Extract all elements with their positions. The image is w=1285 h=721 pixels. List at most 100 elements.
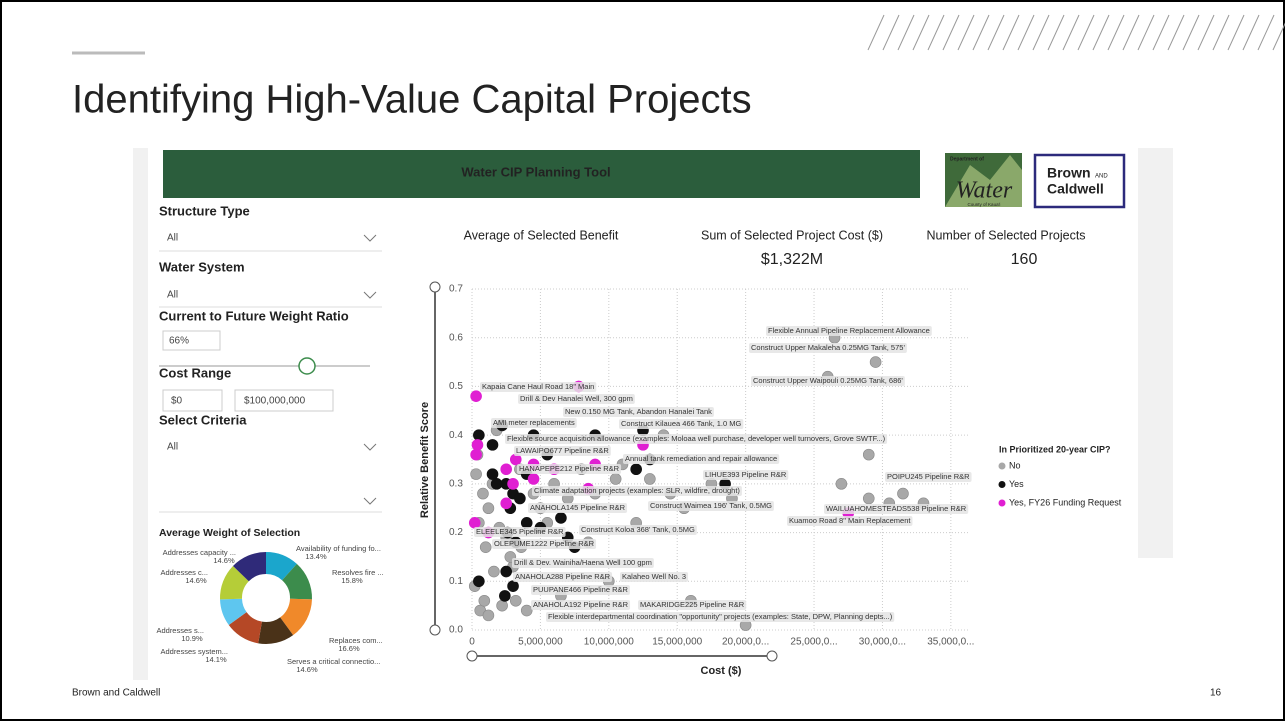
hatch-line bbox=[1092, 14, 1110, 51]
data-point bbox=[509, 594, 522, 607]
data-point bbox=[500, 497, 513, 510]
data-point bbox=[644, 473, 656, 485]
annotation-bg bbox=[766, 326, 932, 336]
y-tick-label: 0.4 bbox=[449, 430, 463, 441]
legend-label: Yes bbox=[1009, 479, 1024, 489]
annotation-bg bbox=[749, 343, 907, 353]
y-tick-label: 0.1 bbox=[449, 576, 463, 587]
hatch-line bbox=[912, 14, 930, 51]
donut-segment bbox=[228, 612, 262, 644]
chevron[interactable] bbox=[363, 291, 377, 299]
data-point bbox=[470, 468, 482, 480]
slider-handle[interactable] bbox=[466, 650, 478, 662]
logo-text: Caldwell bbox=[1047, 181, 1104, 197]
bc-logo bbox=[1033, 153, 1126, 209]
x-tick-label: 20,000,0... bbox=[722, 637, 769, 648]
dropdown-value[interactable]: All bbox=[167, 233, 178, 244]
segment-label: Availability of funding fo... bbox=[296, 544, 381, 553]
data-point bbox=[470, 390, 482, 402]
data-point bbox=[869, 356, 882, 368]
data-point bbox=[862, 448, 875, 461]
kpi-label: Average of Selected Benefit bbox=[464, 228, 619, 242]
hatch-line bbox=[867, 14, 885, 51]
input-value[interactable]: 66% bbox=[169, 336, 189, 347]
y-axis-label: Relative Benefit Score bbox=[419, 402, 431, 518]
data-point bbox=[486, 468, 499, 480]
slider-handle[interactable] bbox=[298, 357, 316, 375]
donut-segment bbox=[282, 563, 313, 600]
data-point bbox=[500, 565, 513, 578]
donut-segment bbox=[219, 565, 249, 600]
chevron[interactable] bbox=[363, 497, 377, 505]
annotation: Construct Upper Waipouli 0.25MG Tank, 68… bbox=[753, 376, 903, 385]
annotation: Drill & Dev Hanalei Well, 300 gpm bbox=[520, 394, 633, 403]
legend-swatch bbox=[998, 481, 1006, 488]
footer: Brown and Caldwell bbox=[72, 688, 160, 699]
annotation-bg bbox=[623, 454, 780, 464]
legend-title: In Prioritized 20-year CIP? bbox=[999, 444, 1111, 454]
donut-segment bbox=[266, 552, 297, 581]
hatch-line bbox=[1257, 14, 1275, 51]
chevron[interactable] bbox=[363, 234, 377, 242]
annotation: LIHUE393 Pipeline R&R bbox=[705, 470, 787, 479]
dropdown-value[interactable]: All bbox=[167, 442, 178, 453]
annotation: Kapaia Cane Haul Road 18" Main bbox=[482, 382, 594, 391]
kpi-value: 160 bbox=[1011, 251, 1038, 268]
annotation: MAKARIDGE225 Pipeline R&R bbox=[640, 600, 745, 609]
y-tick-label: 0.3 bbox=[449, 478, 463, 489]
annotation: ELEELE345 Pipeline R&R bbox=[476, 527, 564, 536]
annotation: New 0.150 MG Tank, Abandon Hanalei Tank bbox=[565, 407, 712, 416]
annotation-bg bbox=[638, 600, 747, 610]
logo-text: Water bbox=[956, 178, 1013, 204]
logo-mountain bbox=[945, 155, 1022, 207]
data-point bbox=[507, 478, 519, 490]
segment-label: Addresses s... bbox=[156, 626, 204, 635]
annotation: ANAHOLA288 Pipeline R&R bbox=[515, 572, 611, 581]
annotation-bg bbox=[480, 382, 597, 392]
slider-handle[interactable] bbox=[429, 281, 441, 293]
input-box[interactable] bbox=[162, 389, 223, 412]
annotation: Construct Upper Makaleha 0.25MG Tank, 57… bbox=[751, 343, 905, 352]
annotation: Climate adaptation projects (examples: S… bbox=[534, 486, 740, 495]
input-value[interactable]: $100,000,000 bbox=[244, 396, 306, 407]
data-point bbox=[500, 463, 513, 476]
hatch-line bbox=[1272, 22, 1285, 51]
dropdown-value[interactable]: All bbox=[167, 290, 178, 301]
slider-handle[interactable] bbox=[766, 650, 778, 662]
data-point bbox=[479, 541, 492, 553]
input-box[interactable] bbox=[234, 389, 334, 412]
segment-value: 10.9% bbox=[181, 634, 203, 643]
logo-text: Brown bbox=[1047, 165, 1091, 181]
page-number: 16 bbox=[1210, 688, 1222, 699]
annotation-bg bbox=[517, 464, 622, 474]
kpi-label: Number of Selected Projects bbox=[926, 228, 1085, 242]
kpi-label: Sum of Selected Project Cost ($) bbox=[701, 228, 883, 242]
x-tick-label: 25,000,0... bbox=[790, 637, 837, 648]
annotation: LAWAIPO677 Pipeline R&R bbox=[516, 446, 609, 455]
input-box[interactable] bbox=[162, 330, 221, 351]
slider-handle[interactable] bbox=[429, 624, 441, 636]
logo-text: County of Kaua'i bbox=[968, 202, 1001, 207]
chart-title: Average Weight of Selection bbox=[159, 527, 300, 539]
data-point bbox=[471, 439, 484, 451]
data-point bbox=[520, 604, 533, 617]
hatch-line bbox=[927, 14, 945, 51]
annotation: Construct Koloa 368' Tank, 0.5MG bbox=[581, 525, 695, 534]
annotation-bg bbox=[787, 516, 913, 526]
header-bar bbox=[163, 150, 920, 198]
data-point bbox=[482, 609, 495, 622]
legend-swatch bbox=[998, 462, 1006, 470]
segment-value: 14.1% bbox=[205, 655, 227, 664]
annotation-bg bbox=[648, 501, 774, 511]
legend-swatch bbox=[998, 499, 1006, 507]
chevron[interactable] bbox=[363, 443, 377, 451]
annotation: Flexible interdepartmental coordination … bbox=[548, 612, 893, 621]
annotation-bg bbox=[751, 376, 905, 386]
redaction bbox=[1030, 558, 1175, 680]
data-point bbox=[862, 492, 875, 505]
input-value[interactable]: $0 bbox=[171, 396, 183, 407]
hatch-line bbox=[1152, 14, 1170, 51]
annotation: Flexible Annual Pipeline Replacement All… bbox=[768, 326, 930, 335]
annotation-bg bbox=[514, 446, 611, 456]
